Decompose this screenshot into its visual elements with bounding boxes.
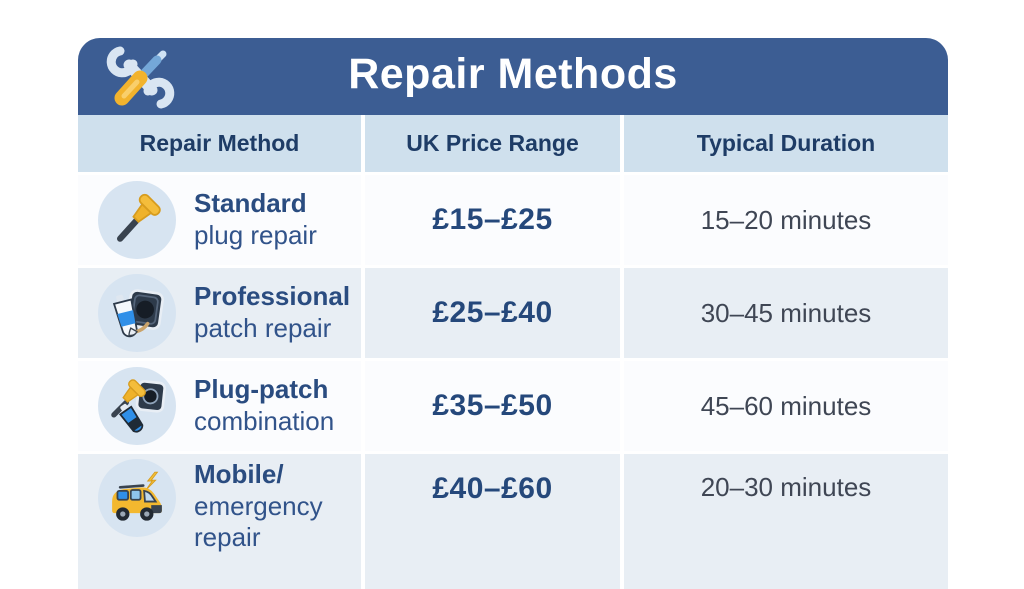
method-title: Plug-patch	[194, 374, 329, 405]
price-value: £15–£25	[365, 175, 620, 265]
duration-value: 30–45 minutes	[624, 268, 948, 358]
method-title: Standard	[194, 188, 307, 219]
method-label: Mobile/ emergency repair	[194, 459, 361, 554]
method-cell: Mobile/ emergency repair	[78, 454, 361, 589]
duration-value: 45–60 minutes	[624, 361, 948, 451]
repair-methods-table: Repair Methods Repair Method UK Price Ra…	[78, 38, 948, 589]
method-cell: Plug-patch combination	[78, 361, 361, 451]
method-cell: Standard plug repair	[78, 175, 361, 265]
duration-value: 20–30 minutes	[624, 454, 948, 589]
wrench-screwdriver-icon	[104, 41, 176, 113]
method-title: Mobile/	[194, 459, 284, 489]
table-row: Professional patch repair £25–£40 30–45 …	[78, 268, 948, 358]
method-label: Professional patch repair	[194, 281, 350, 344]
table-row: Standard plug repair £15–£25 15–20 minut…	[78, 175, 948, 265]
method-cell: Professional patch repair	[78, 268, 361, 358]
method-title: Professional	[194, 281, 351, 312]
price-value: £35–£50	[365, 361, 620, 451]
table-body: Repair Method UK Price Range Typical Dur…	[78, 115, 948, 589]
method-label: Standard plug repair	[194, 188, 317, 251]
column-header-typical-duration: Typical Duration	[624, 115, 948, 172]
method-subtitle: emergency repair	[194, 490, 323, 553]
table-header-row: Repair Method UK Price Range Typical Dur…	[78, 115, 948, 172]
plug-patch-icon	[98, 367, 176, 445]
price-value: £40–£60	[365, 454, 620, 589]
method-subtitle: plug repair	[194, 220, 317, 250]
column-header-repair-method: Repair Method	[78, 115, 361, 172]
table-row: Plug-patch combination £35–£50 45–60 min…	[78, 361, 948, 451]
table-row: Mobile/ emergency repair £40–£60 20–30 m…	[78, 454, 948, 589]
method-subtitle: combination	[194, 406, 335, 436]
title-banner: Repair Methods	[78, 38, 948, 115]
patch-kit-icon	[98, 274, 176, 352]
price-value: £25–£40	[365, 268, 620, 358]
tire-plug-tool-icon	[98, 181, 176, 259]
duration-value: 15–20 minutes	[624, 175, 948, 265]
mobile-van-icon	[98, 459, 176, 537]
method-subtitle: patch repair	[194, 313, 332, 343]
method-label: Plug-patch combination	[194, 374, 334, 437]
page-title: Repair Methods	[348, 50, 678, 98]
column-header-uk-price-range: UK Price Range	[365, 115, 620, 172]
